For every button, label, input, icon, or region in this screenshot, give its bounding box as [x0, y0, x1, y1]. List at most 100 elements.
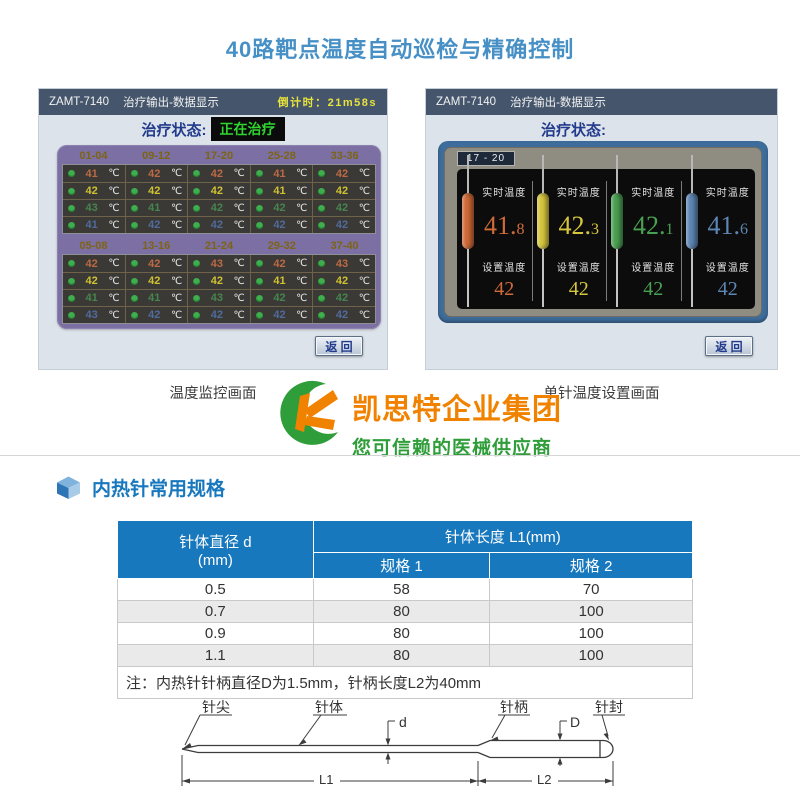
- temp-cell: 42 ℃: [313, 272, 375, 289]
- temp-unit: ℃: [358, 258, 370, 269]
- spec-row: 0.5 58 70: [117, 578, 693, 601]
- temp-cell: 42 ℃: [125, 216, 188, 233]
- status-dot-icon: [255, 221, 263, 229]
- temp-cell: 43 ℃: [313, 255, 375, 272]
- needle-display-panel: 17 - 20 实时温度 41.8 设置温度 42 实时温度 42.3 设置温度 42 实时温度…: [438, 141, 768, 323]
- temp-cell: 42 ℃: [63, 272, 125, 289]
- status-dot-icon: [318, 294, 326, 302]
- temp-cell: 42 ℃: [63, 182, 125, 199]
- status-dot-icon: [193, 187, 201, 195]
- set-temp-value: 42: [568, 278, 589, 300]
- brand-logo: 凯思特企业集团 您可信赖的医械供应商: [276, 380, 562, 460]
- col-header-spec1: 规格 1: [312, 552, 491, 579]
- realtime-temp-main: 42.: [558, 211, 592, 240]
- channel-column: 41 ℃ 41 ℃ 42 ℃ 42 ℃: [249, 165, 313, 233]
- status-dot-icon: [68, 294, 75, 302]
- status-dot-icon: [130, 311, 138, 319]
- temp-unit: ℃: [296, 202, 308, 214]
- channel-column: 42 ℃ 42 ℃ 41 ℃ 42 ℃: [124, 165, 188, 233]
- status-dot-icon: [318, 260, 326, 267]
- temp-unit: ℃: [296, 292, 308, 304]
- temp-cell: 41 ℃: [250, 182, 313, 199]
- temp-value: 42: [148, 185, 161, 197]
- temp-cell: 42 ℃: [313, 306, 375, 323]
- status-dot-icon: [193, 260, 201, 267]
- temp-value: 41: [273, 185, 286, 197]
- temp-value: 42: [273, 292, 286, 304]
- status-dot-icon: [255, 294, 263, 302]
- temp-unit: ℃: [358, 309, 370, 321]
- status-dot-icon: [68, 260, 75, 267]
- temp-cell: 43 ℃: [63, 306, 125, 323]
- channel-column: 41 ℃ 42 ℃ 43 ℃ 41 ℃: [63, 165, 125, 233]
- temp-value: 43: [85, 309, 98, 321]
- spec-header-row: 针体直径 d (mm) 针体长度 L1(mm): [117, 520, 694, 579]
- temp-value: 41: [148, 202, 161, 214]
- needle-graphic: [683, 155, 701, 309]
- temp-unit: ℃: [108, 309, 120, 321]
- arrowheads: [182, 733, 609, 765]
- status-dot-icon: [255, 170, 263, 177]
- needle-shaft: [616, 249, 618, 307]
- back-button[interactable]: 返 回: [315, 336, 363, 356]
- spec-cell: 0.9: [117, 622, 314, 645]
- needle-wire: [467, 155, 469, 195]
- temp-value: 43: [210, 257, 223, 270]
- temp-unit: ℃: [108, 292, 120, 304]
- spec-cell: 80: [312, 644, 491, 667]
- screen-titlebar: ZAMT-7140 治疗输出-数据显示 倒计时：21m58s: [39, 89, 387, 115]
- status-dot-icon: [255, 187, 263, 195]
- needle-channel-panel: 实时温度 42.3 设置温度 42: [531, 155, 607, 309]
- label-dim-d: d: [399, 714, 407, 730]
- realtime-temp-frac: 3: [591, 221, 599, 238]
- needle-handle: [685, 193, 698, 249]
- temp-value: 41: [273, 275, 286, 287]
- temp-value: 42: [210, 275, 223, 287]
- channel-column: 42 ℃ 42 ℃ 42 ℃ 42 ℃: [312, 165, 375, 233]
- spec-cell: 0.7: [117, 600, 314, 623]
- back-button[interactable]: 返 回: [705, 336, 753, 356]
- screen-subtitle: 治疗输出-数据显示: [510, 97, 606, 109]
- status-dot-icon: [318, 311, 326, 319]
- brand-text: 凯思特企业集团 您可信赖的医械供应商: [352, 380, 562, 460]
- temp-unit: ℃: [108, 168, 120, 179]
- temp-value: 42: [335, 167, 349, 180]
- temp-cell: 42 ℃: [313, 182, 375, 199]
- status-dot-icon: [318, 221, 326, 229]
- page-title: 40路靶点温度自动巡检与精确控制: [225, 37, 575, 62]
- spec-cell: 80: [312, 600, 491, 623]
- temp-unit: ℃: [296, 219, 308, 231]
- set-temp-value: 42: [717, 278, 738, 300]
- temp-cell: 42 ℃: [188, 216, 250, 233]
- spec-row: 0.7 80 100: [117, 600, 693, 623]
- status-dot-icon: [130, 221, 138, 229]
- label-needle-tip: 针尖: [202, 699, 230, 715]
- dimension-arrowheads: [182, 778, 613, 784]
- channel-range-label: 29-32: [267, 240, 296, 252]
- needle-wire: [690, 155, 693, 195]
- temp-unit: ℃: [233, 275, 245, 287]
- temp-cell: 42 ℃: [313, 289, 375, 306]
- temp-unit: ℃: [170, 219, 183, 231]
- temp-value: 42: [335, 275, 349, 287]
- temp-cell: 42 ℃: [125, 255, 188, 272]
- spec-section-header: 内热针常用规格: [56, 474, 225, 501]
- set-temp-label: 设置温度: [556, 263, 601, 274]
- temp-cell: 41 ℃: [125, 289, 188, 306]
- channel-tab[interactable]: 17 - 20: [457, 151, 515, 166]
- channel-column: 43 ℃ 42 ℃ 42 ℃ 42 ℃: [312, 255, 375, 323]
- temp-unit: ℃: [296, 258, 308, 269]
- needle-graphic: [608, 155, 626, 309]
- channel-range-label: 33-36: [330, 150, 359, 162]
- temp-value: 42: [335, 292, 349, 304]
- status-dot-icon: [193, 311, 201, 319]
- temp-unit: ℃: [170, 258, 183, 269]
- temperature-monitor-screen: ZAMT-7140 治疗输出-数据显示 倒计时：21m58s 治疗状态: 正在治…: [38, 88, 388, 370]
- col-header-diameter: 针体直径 d (mm): [117, 520, 314, 579]
- set-temp-label: 设置温度: [705, 263, 750, 274]
- countdown: 倒计时：21m58s: [278, 94, 377, 110]
- status-dot-icon: [255, 277, 263, 285]
- temp-value: 42: [273, 219, 286, 231]
- status-dot-icon: [255, 311, 263, 319]
- temp-unit: ℃: [358, 202, 370, 214]
